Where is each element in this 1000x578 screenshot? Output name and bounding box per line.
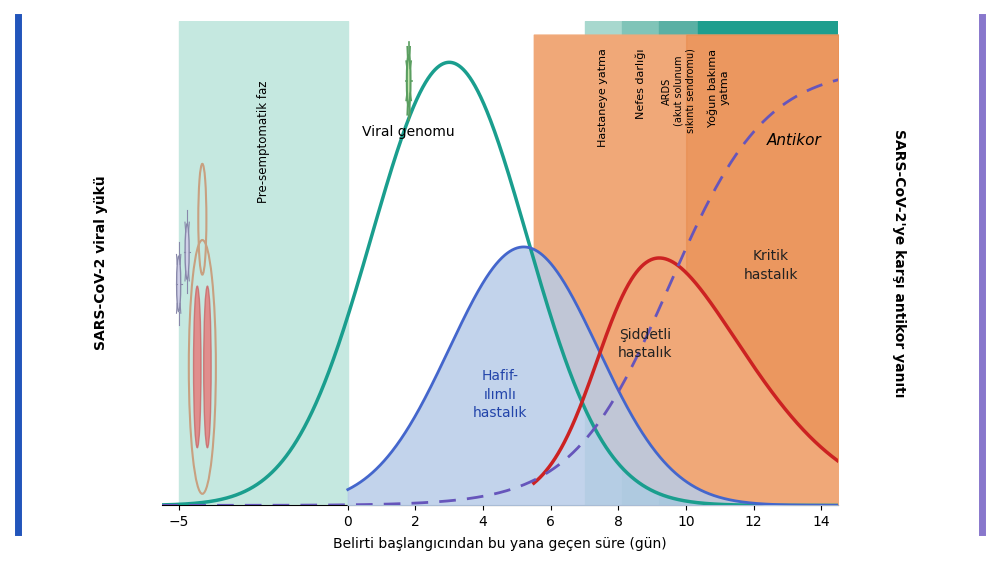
Bar [659,21,698,505]
X-axis label: Belirti başlangıcından bu yana geçen süre (gün): Belirti başlangıcından bu yana geçen sür… [333,538,667,551]
Text: Nefes darlığı: Nefes darlığı [635,49,646,119]
Text: SARS-CoV-2 viral yükü: SARS-CoV-2 viral yükü [94,176,108,350]
Text: ARDS
(akut solunum
sıkıntı sendromu): ARDS (akut solunum sıkıntı sendromu) [662,49,695,134]
Text: SARS-CoV-2'ye karşı antikor yanıtı: SARS-CoV-2'ye karşı antikor yanıtı [892,129,906,397]
Circle shape [407,55,411,106]
Bar [698,21,838,505]
Ellipse shape [194,286,201,448]
Text: Kritik
hastalık: Kritik hastalık [743,249,798,281]
Circle shape [185,224,189,279]
Text: Antikor: Antikor [767,134,822,149]
Text: Yoğun bakıma
yatma: Yoğun bakıma yatma [707,49,729,127]
Bar [622,21,659,505]
Circle shape [177,256,181,312]
Text: Hafif-
ılımlı
hastalık: Hafif- ılımlı hastalık [473,369,527,420]
Bar [179,21,348,505]
Text: Pre-semptomatik faz: Pre-semptomatik faz [257,81,270,203]
Text: Hastaneye yatma: Hastaneye yatma [598,49,608,147]
Ellipse shape [204,286,211,448]
Text: Viral genomu: Viral genomu [362,125,455,139]
Text: Şiddetli
hastalık: Şiddetli hastalık [618,328,673,360]
Bar [585,21,622,505]
